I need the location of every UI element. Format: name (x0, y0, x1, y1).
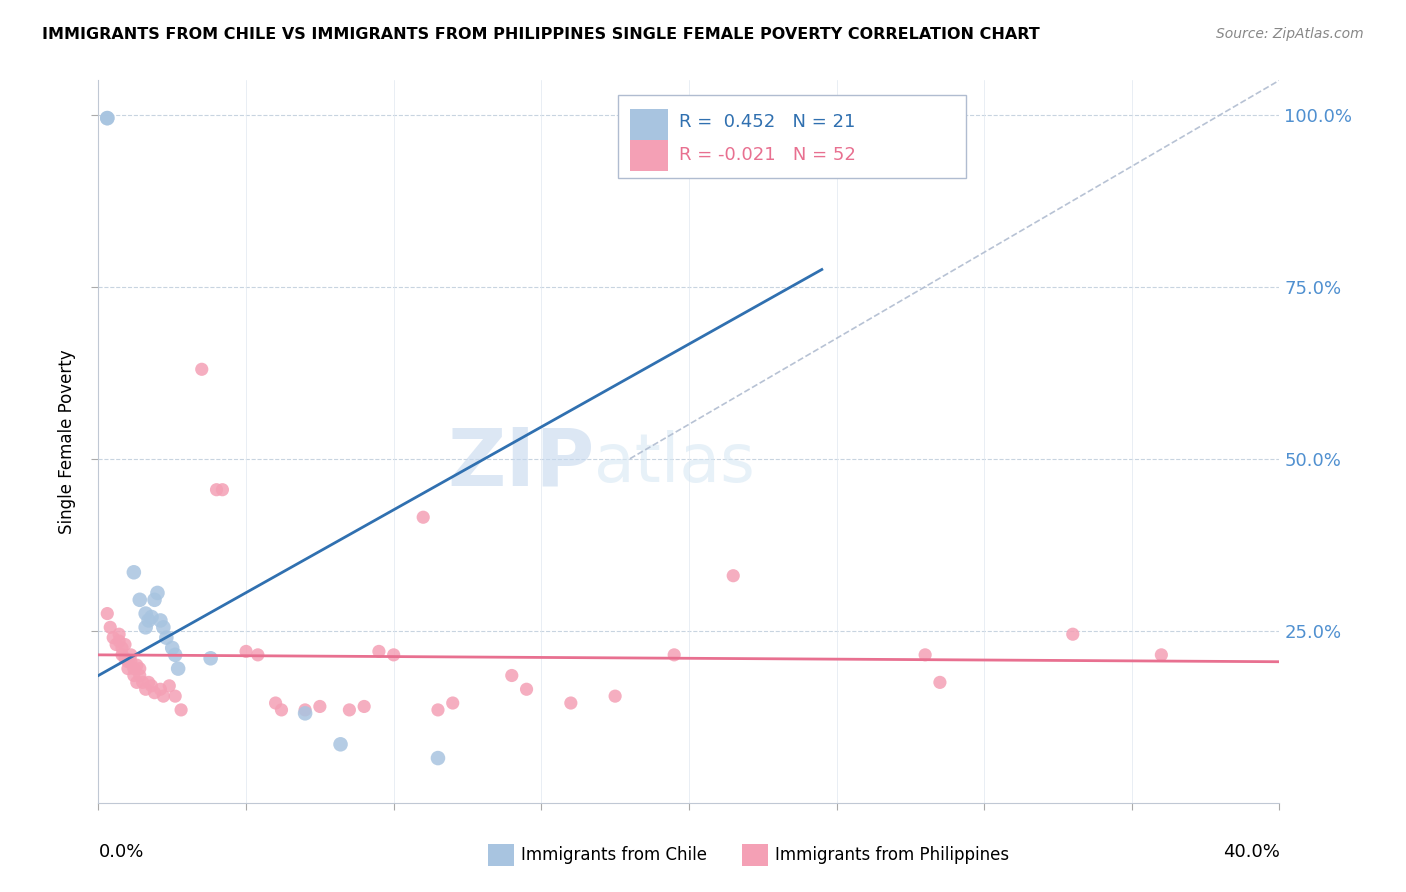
Point (353, 699, 375, 714)
Point (162, 640, 183, 655)
Point (152, 620, 174, 634)
Point (125, 675, 148, 690)
Point (135, 607, 157, 621)
Point (128, 668, 150, 682)
Point (1150, 648, 1173, 662)
Point (111, 640, 134, 655)
Point (368, 644, 391, 658)
Text: 40.0%: 40.0% (1223, 843, 1279, 861)
Text: Source: ZipAtlas.com: Source: ZipAtlas.com (1216, 27, 1364, 41)
Point (211, 483, 233, 497)
Point (664, 648, 686, 662)
Point (560, 696, 582, 710)
Point (339, 703, 361, 717)
Point (165, 689, 187, 703)
Point (114, 651, 136, 665)
Point (98, 620, 121, 634)
Point (382, 648, 405, 662)
Point (270, 703, 292, 717)
FancyBboxPatch shape (619, 95, 966, 178)
Point (441, 696, 464, 710)
Point (96, 607, 118, 621)
Text: atlas: atlas (595, 430, 755, 496)
Point (412, 510, 434, 524)
Point (143, 592, 166, 607)
Y-axis label: Single Female Poverty: Single Female Poverty (58, 350, 76, 533)
Text: IMMIGRANTS FROM CHILE VS IMMIGRANTS FROM PHILIPPINES SINGLE FEMALE POVERTY CORRE: IMMIGRANTS FROM CHILE VS IMMIGRANTS FROM… (42, 27, 1040, 42)
Point (120, 648, 142, 662)
Point (96, 111, 118, 125)
Point (96, 111, 118, 125)
Text: Immigrants from Chile: Immigrants from Chile (522, 846, 707, 863)
Point (114, 638, 136, 652)
Point (111, 648, 134, 662)
Point (264, 696, 287, 710)
Point (138, 614, 160, 628)
Point (117, 662, 139, 676)
Point (170, 703, 193, 717)
Point (120, 655, 142, 669)
Point (146, 586, 169, 600)
Point (294, 706, 316, 721)
FancyBboxPatch shape (488, 844, 515, 865)
Point (723, 568, 745, 582)
Text: R =  0.452   N = 21: R = 0.452 N = 21 (679, 113, 856, 131)
Point (122, 668, 145, 682)
FancyBboxPatch shape (630, 109, 668, 139)
Point (141, 610, 163, 624)
Point (516, 682, 538, 697)
Point (143, 686, 166, 700)
Point (138, 675, 160, 690)
Point (235, 644, 257, 658)
Text: Immigrants from Philippines: Immigrants from Philippines (775, 846, 1010, 863)
Point (157, 679, 180, 693)
Point (825, 111, 848, 125)
Text: ZIP: ZIP (447, 425, 595, 502)
Point (135, 620, 157, 634)
Point (105, 638, 128, 652)
Point (132, 675, 155, 690)
Point (152, 689, 174, 703)
Point (191, 362, 214, 376)
Point (200, 651, 222, 665)
Point (128, 662, 150, 676)
Point (117, 655, 139, 669)
Point (1062, 627, 1084, 641)
Point (501, 668, 523, 682)
Text: 0.0%: 0.0% (98, 843, 143, 861)
Point (165, 648, 187, 662)
Point (122, 662, 145, 676)
FancyBboxPatch shape (742, 844, 768, 865)
Point (329, 737, 352, 751)
Point (125, 658, 148, 673)
Point (103, 631, 125, 645)
Point (149, 682, 172, 697)
Point (167, 662, 190, 676)
Text: R = -0.021   N = 52: R = -0.021 N = 52 (679, 145, 856, 164)
Point (205, 483, 228, 497)
Point (309, 699, 332, 714)
Point (108, 634, 131, 648)
Point (914, 648, 936, 662)
Point (128, 592, 150, 607)
Point (141, 679, 163, 693)
Point (155, 631, 177, 645)
FancyBboxPatch shape (630, 140, 668, 170)
Point (246, 648, 269, 662)
Point (108, 627, 131, 641)
Point (294, 703, 316, 717)
Point (427, 703, 450, 717)
Point (122, 566, 145, 580)
Point (427, 751, 450, 765)
Point (605, 689, 627, 703)
Point (135, 682, 157, 697)
Point (929, 675, 952, 690)
Point (149, 614, 172, 628)
